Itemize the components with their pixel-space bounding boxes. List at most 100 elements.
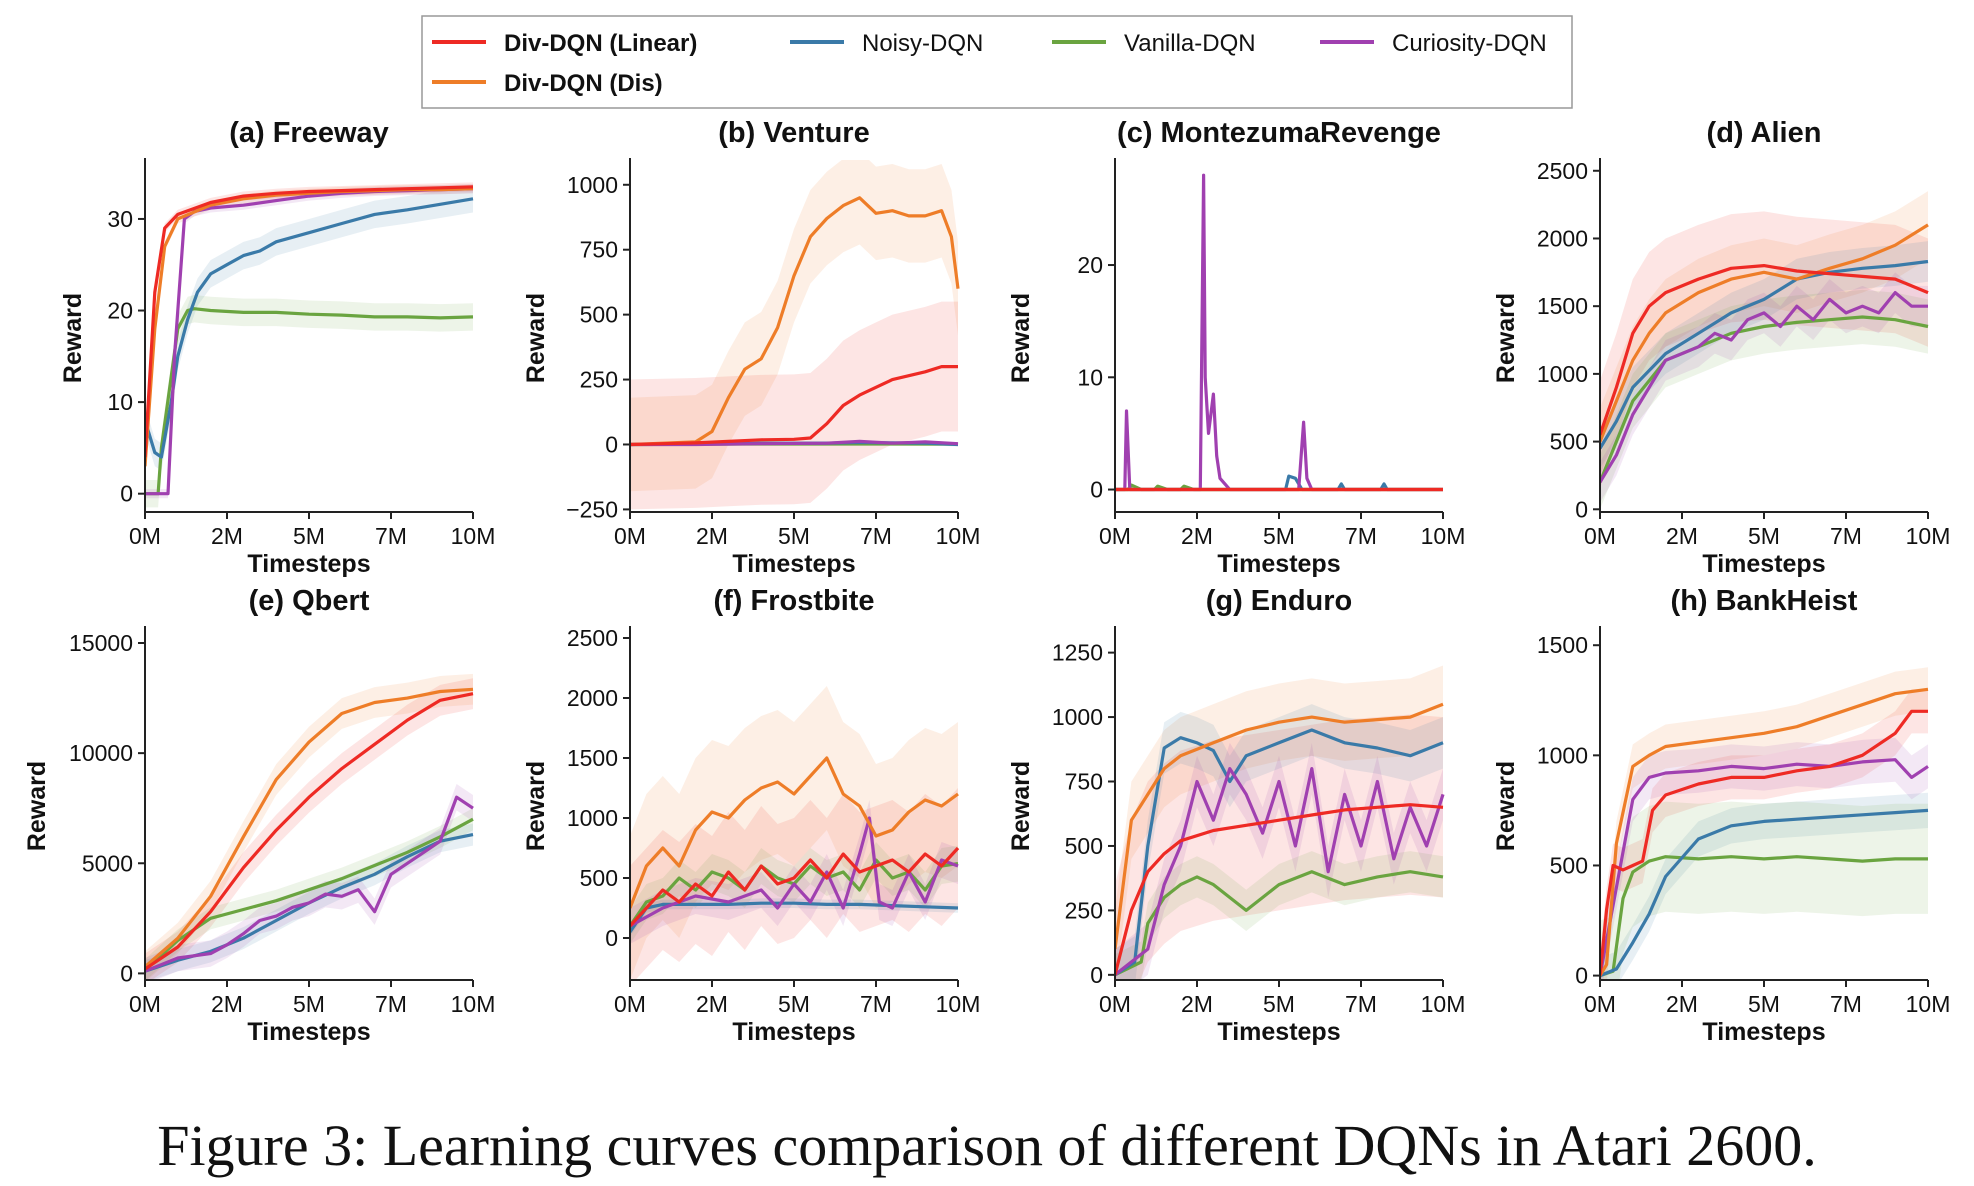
plot-area [1115, 665, 1445, 980]
y-tick-label: 0 [1090, 962, 1103, 988]
y-axis-label: Reward [23, 761, 51, 851]
x-tick-label: 5M [293, 991, 325, 1017]
y-tick-label: 0 [120, 481, 133, 507]
y-tick-label: 20 [107, 298, 133, 324]
x-tick-label: 0M [1099, 991, 1131, 1017]
chart-title: (a) Freeway [229, 117, 389, 149]
chart-panels: (a) Freeway 0 10 20 30 0M 2M 5M 7M 10M Timesteps Re… [23, 117, 1950, 1046]
plot-area [145, 182, 474, 508]
series-line [1600, 758, 1929, 976]
legend-label: Curiosity-DQN [1392, 30, 1547, 57]
legend-entry: Vanilla-DQN [1052, 30, 1256, 57]
series-band [630, 301, 958, 510]
x-tick-label: 7M [1345, 991, 1377, 1017]
series-line [630, 846, 960, 928]
chart-panel: (f) Frostbite 0 500 1000 1500 2000 2500 0M 2M 5M 7… [522, 585, 980, 1046]
x-tick-label: 7M [860, 991, 892, 1017]
series-band [630, 898, 958, 937]
x-tick-label: 0M [129, 991, 161, 1017]
series-line [1600, 855, 1928, 978]
y-tick-label: 5000 [82, 850, 133, 876]
x-tick-label: 5M [1263, 523, 1295, 549]
y-tick-label: 1500 [1537, 632, 1588, 658]
y-tick-label: 2000 [1537, 225, 1588, 251]
y-tick-label: 500 [1065, 833, 1103, 859]
x-axis-label: Timesteps [1702, 1018, 1825, 1046]
x-tick-label: 7M [375, 991, 407, 1017]
y-tick-label: 0 [605, 431, 618, 457]
x-tick-label: 10M [1906, 523, 1951, 549]
chart-panel: (h) BankHeist 0 500 1000 1500 0M 2M 5M 7M 10M Time… [1492, 585, 1950, 1046]
series-line [145, 307, 474, 496]
x-tick-label: 2M [1666, 523, 1698, 549]
x-axis-label: Timesteps [247, 1018, 370, 1046]
series-line [1115, 173, 1443, 492]
series-band [1115, 742, 1443, 980]
series-line [1115, 702, 1444, 950]
chart-title: (c) MontezumaRevenge [1117, 117, 1441, 149]
series-band [1115, 704, 1443, 980]
x-tick-label: 2M [211, 991, 243, 1017]
x-axis-label: Timesteps [732, 550, 855, 578]
series-line [145, 795, 474, 973]
series-line [1600, 709, 1928, 976]
x-tick-label: 10M [451, 523, 496, 549]
x-axis-label: Timesteps [1217, 550, 1340, 578]
x-tick-label: 0M [614, 523, 646, 549]
y-tick-label: 750 [1065, 769, 1103, 795]
x-tick-label: 2M [696, 523, 728, 549]
series-line [1600, 291, 1928, 484]
y-tick-label: 2500 [567, 625, 618, 651]
plot-area [630, 686, 960, 980]
y-tick-label: 2000 [567, 685, 618, 711]
x-tick-label: 10M [1421, 523, 1466, 549]
series-line [145, 185, 474, 458]
y-tick-label: 30 [107, 206, 133, 232]
y-tick-label: 250 [580, 367, 618, 393]
y-tick-label: 1000 [1537, 742, 1588, 768]
series-line [145, 687, 474, 969]
series-line [630, 901, 959, 933]
series-band [630, 800, 958, 944]
y-axis-label: Reward [1492, 293, 1520, 383]
y-tick-label: 1000 [567, 172, 618, 198]
series-band [145, 182, 473, 462]
x-tick-label: 7M [1830, 523, 1862, 549]
series-band [1600, 272, 1928, 503]
series-line [1115, 474, 1443, 492]
chart-panel: (c) MontezumaRevenge 0 10 20 0M 2M 5M 7M 10M Time… [1007, 117, 1465, 578]
y-tick-label: 250 [1065, 897, 1103, 923]
series-band [145, 673, 473, 980]
y-axis-label: Reward [1492, 761, 1520, 851]
y-tick-label: 1500 [567, 745, 618, 771]
y-tick-label: 0 [1575, 963, 1588, 989]
series-line [1115, 728, 1444, 977]
series-line [1600, 315, 1929, 483]
y-tick-label: 0 [605, 925, 618, 951]
series-band [145, 808, 473, 980]
y-axis-label: Reward [59, 293, 87, 383]
series-line [1600, 808, 1929, 978]
x-tick-label: 2M [1181, 523, 1213, 549]
series-line [1115, 803, 1444, 976]
y-axis-label: Reward [522, 761, 550, 851]
legend-label: Vanilla-DQN [1124, 30, 1256, 57]
y-tick-label: −250 [566, 496, 618, 522]
legend-entry: Div-DQN (Dis) [432, 70, 663, 97]
series-band [1600, 801, 1928, 980]
x-tick-label: 10M [1906, 991, 1951, 1017]
series-line [630, 196, 960, 447]
chart-panel: (d) Alien 0 500 1000 1500 2000 2500 0M 2M 5M 7M 10M… [1492, 117, 1950, 578]
x-tick-label: 5M [778, 523, 810, 549]
y-tick-label: 750 [580, 237, 618, 263]
x-tick-label: 2M [211, 523, 243, 549]
y-tick-label: 500 [1550, 429, 1588, 455]
x-tick-label: 0M [129, 523, 161, 549]
series-band [630, 160, 958, 492]
x-tick-label: 5M [293, 523, 325, 549]
y-tick-label: 500 [580, 865, 618, 891]
legend-entry: Div-DQN (Linear) [432, 30, 697, 57]
x-tick-label: 2M [696, 991, 728, 1017]
series-band [145, 678, 473, 980]
legend-box [421, 15, 1573, 109]
